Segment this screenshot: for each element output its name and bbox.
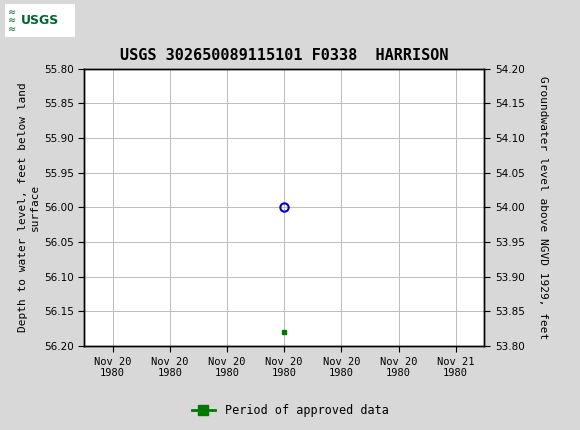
Y-axis label: Depth to water level, feet below land
surface: Depth to water level, feet below land su…	[18, 83, 39, 332]
Legend: Period of approved data: Period of approved data	[187, 399, 393, 422]
Text: ≈: ≈	[8, 15, 16, 25]
Text: ≈: ≈	[8, 24, 16, 34]
Title: USGS 302650089115101 F0338  HARRISON: USGS 302650089115101 F0338 HARRISON	[120, 49, 448, 64]
Text: USGS: USGS	[21, 14, 59, 27]
FancyBboxPatch shape	[5, 4, 75, 37]
Text: ≈: ≈	[8, 7, 16, 17]
Y-axis label: Groundwater level above NGVD 1929, feet: Groundwater level above NGVD 1929, feet	[538, 76, 549, 339]
